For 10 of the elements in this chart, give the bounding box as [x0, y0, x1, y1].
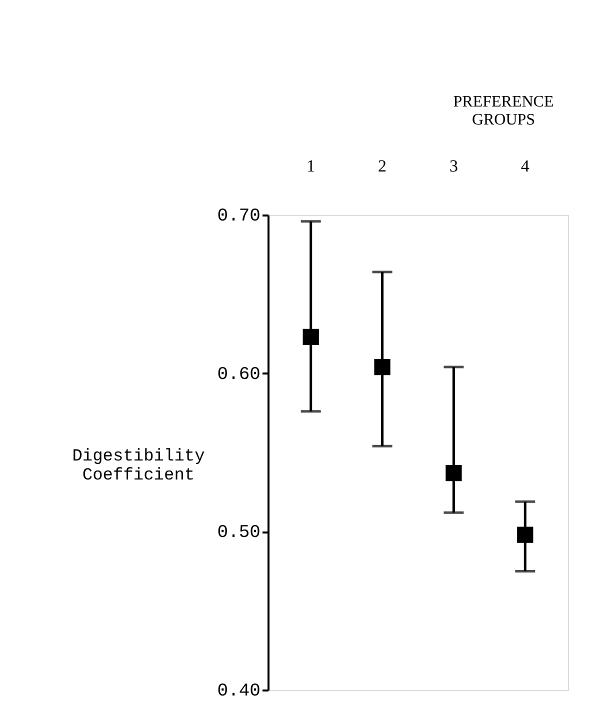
x-tick-label: 3: [449, 156, 458, 176]
x-tick-label: 4: [520, 156, 530, 176]
y-axis-title: Digestibility Coefficient: [72, 448, 205, 486]
x-tick-label: 1: [306, 156, 316, 176]
x-tick-label: 2: [378, 156, 387, 176]
y-tick-label: 0.40: [217, 682, 260, 702]
x-axis-title: PREFERENCE GROUPS: [453, 94, 554, 128]
y-tick-label: 0.50: [217, 523, 260, 544]
y-tick-label: 0.70: [217, 206, 260, 226]
y-tick-label: 0.60: [217, 364, 260, 385]
